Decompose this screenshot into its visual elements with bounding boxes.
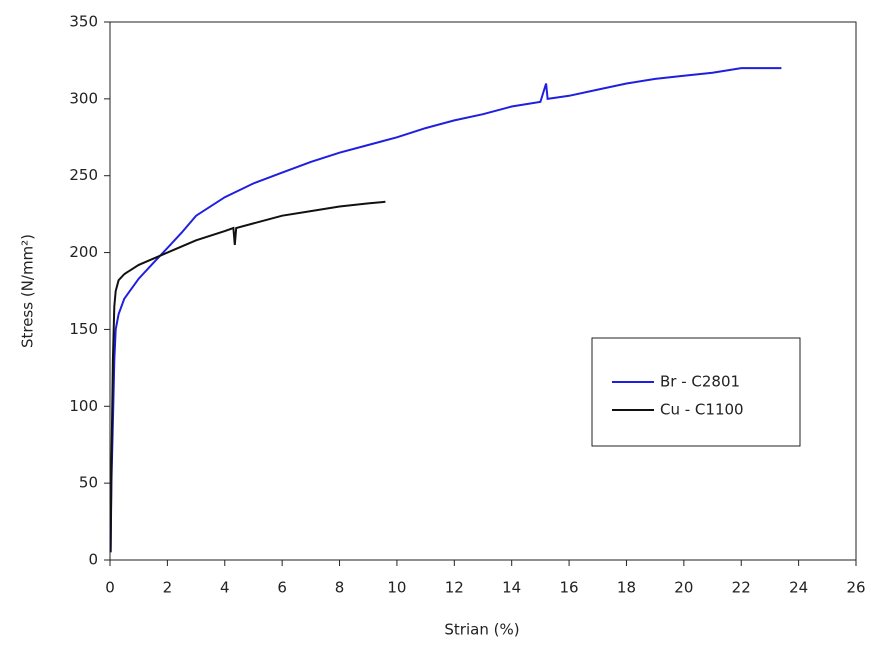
legend-box	[591, 337, 801, 447]
x-tick-label: 2	[163, 579, 173, 597]
y-tick-label: 100	[69, 397, 98, 415]
legend-label: Br - C2801	[660, 373, 740, 391]
x-tick-label: 4	[220, 579, 230, 597]
y-tick-label: 150	[69, 320, 98, 338]
y-tick-label: 250	[69, 166, 98, 184]
x-tick-label: 12	[445, 579, 464, 597]
x-tick-label: 18	[617, 579, 636, 597]
plot-frame	[109, 21, 857, 561]
series-line	[109, 200, 386, 553]
x-tick-label: 20	[674, 579, 693, 597]
x-tick-label: 26	[846, 579, 865, 597]
x-axis-label: Strian (%)	[444, 621, 519, 639]
y-tick-label: 50	[79, 474, 98, 492]
x-tick-label: 22	[732, 579, 751, 597]
x-tick-label: 14	[502, 579, 521, 597]
y-tick-label: 0	[88, 551, 98, 569]
x-tick-label: 6	[277, 579, 287, 597]
y-axis-label: Stress (N/mm²)	[19, 234, 37, 348]
series-line	[109, 67, 782, 553]
x-tick-label: 8	[335, 579, 345, 597]
y-tick-label: 300	[69, 89, 98, 107]
legend-label: Cu - C1100	[660, 401, 744, 419]
y-tick-label: 200	[69, 243, 98, 261]
x-tick-label: 10	[387, 579, 406, 597]
x-tick-label: 16	[560, 579, 579, 597]
x-tick-label: 0	[105, 579, 115, 597]
y-tick-label: 350	[69, 13, 98, 31]
x-tick-label: 24	[789, 579, 808, 597]
